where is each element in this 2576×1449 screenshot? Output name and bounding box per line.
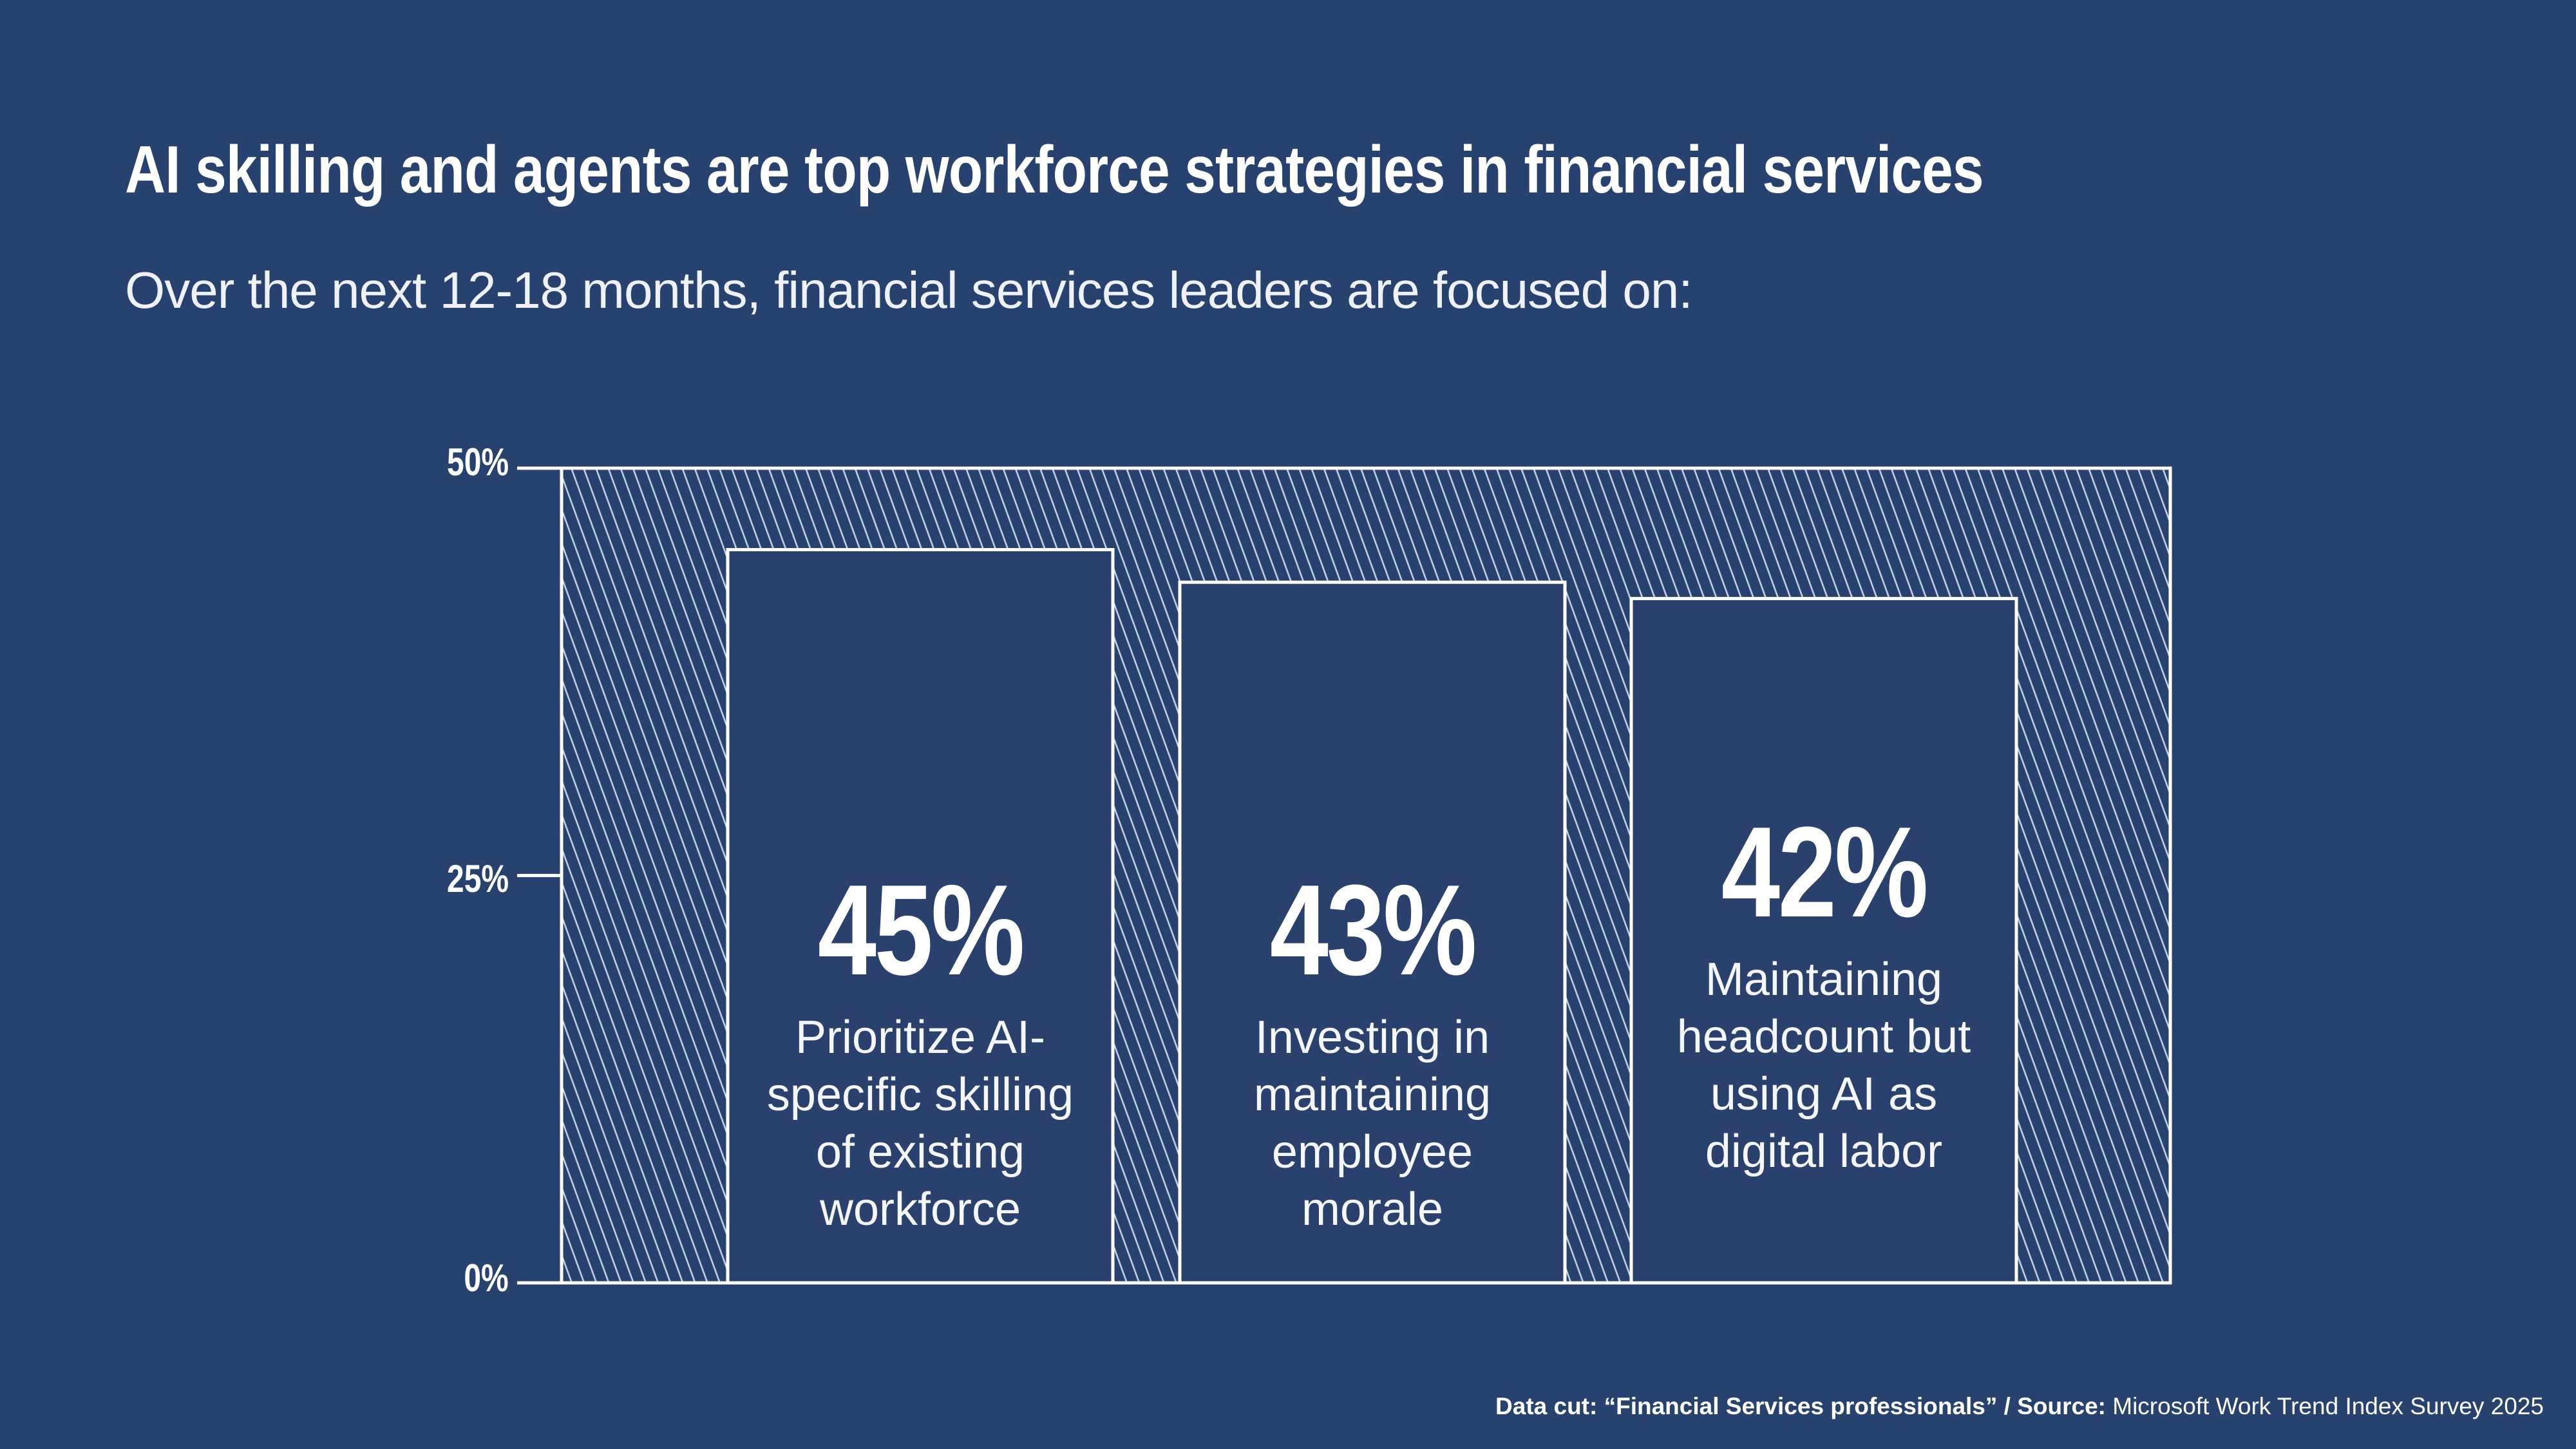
bar-description: Investing in maintaining employee morale <box>1180 1009 1565 1238</box>
data-label: 42% <box>1721 800 1929 944</box>
y-tick-label-25: 25% <box>446 857 509 900</box>
desc-line: using AI as <box>1710 1068 1938 1120</box>
desc-line: Maintaining <box>1705 954 1943 1005</box>
bar-description: Maintaining headcount but using AI as di… <box>1631 951 2016 1180</box>
data-label: 43% <box>1269 858 1477 1002</box>
y-tick-label-50: 50% <box>446 440 509 484</box>
desc-line: workforce <box>819 1184 1021 1235</box>
bar-description: Prioritize AI- specific skilling of exis… <box>728 1009 1113 1238</box>
desc-line: employee <box>1271 1126 1473 1178</box>
source-footer: Data cut: “Financial Services profession… <box>1495 1393 2544 1420</box>
desc-line: headcount but <box>1676 1011 1971 1063</box>
source-value: Microsoft Work Trend Index Survey 2025 <box>2112 1393 2544 1419</box>
data-label: 45% <box>817 858 1025 1002</box>
bar-label-3: 42% Maintaining headcount but using AI a… <box>1631 808 2016 1180</box>
y-tick-label-0: 0% <box>464 1256 509 1300</box>
datacut-value: “Financial Services professionals” / <box>1604 1393 2011 1419</box>
source-label: Source: <box>2017 1393 2106 1419</box>
desc-line: Prioritize AI- <box>795 1012 1046 1063</box>
page-subtitle: Over the next 12-18 months, financial se… <box>125 261 1693 319</box>
desc-line: specific skilling <box>766 1069 1074 1121</box>
desc-line: Investing in <box>1255 1012 1490 1063</box>
bar-label-2: 43% Investing in maintaining employee mo… <box>1180 866 1565 1238</box>
desc-line: morale <box>1301 1184 1444 1235</box>
desc-line: maintaining <box>1253 1069 1492 1121</box>
bar-2 <box>1178 580 1567 1285</box>
bar-3 <box>1629 596 2018 1285</box>
desc-line: digital labor <box>1705 1126 1943 1177</box>
bar-label-1: 45% Prioritize AI- specific skilling of … <box>728 866 1113 1238</box>
page-title: AI skilling and agents are top workforce… <box>125 133 1984 207</box>
bar-1 <box>726 548 1115 1285</box>
desc-line: of existing <box>815 1126 1025 1178</box>
datacut-label: Data cut: <box>1495 1393 1598 1419</box>
